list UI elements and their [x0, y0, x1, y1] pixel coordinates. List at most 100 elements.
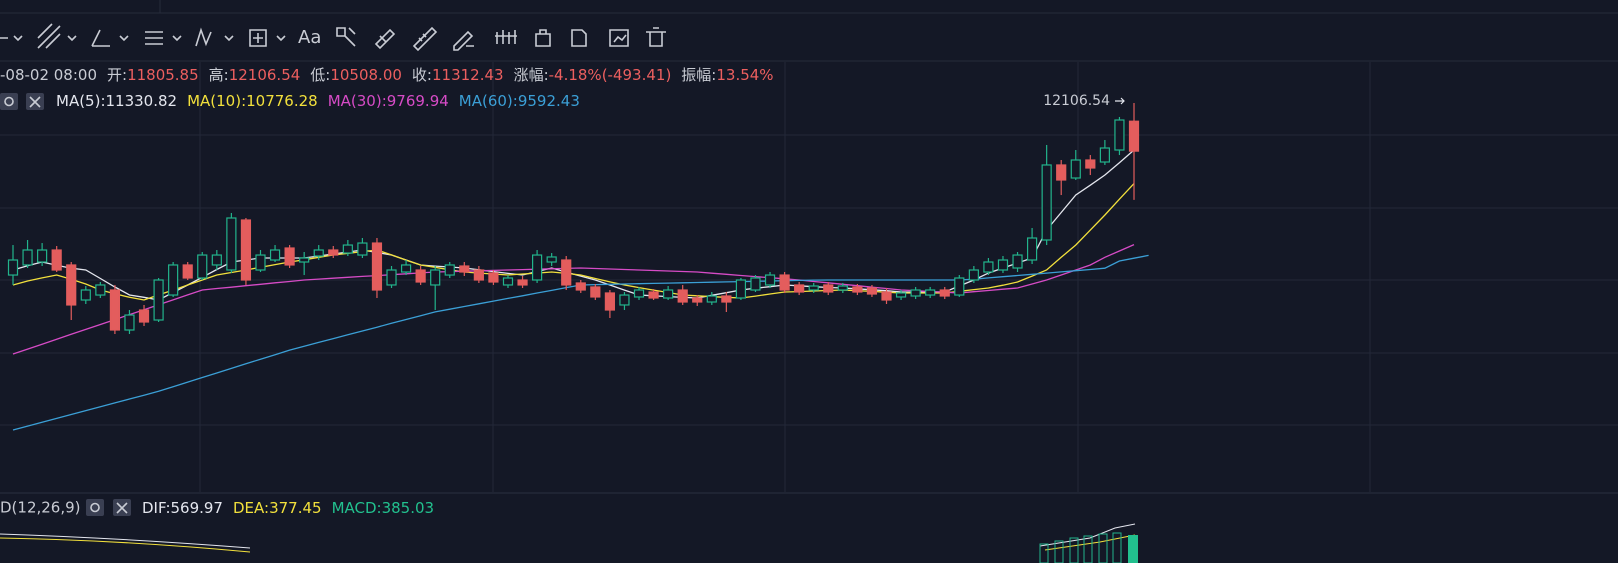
- candle-body: [1114, 119, 1125, 151]
- candle-body: [66, 264, 77, 306]
- candle-body: [284, 247, 295, 266]
- header-segment: 振幅:: [681, 66, 716, 84]
- tool-parallel[interactable]: [37, 23, 61, 49]
- candle-body: [415, 269, 426, 283]
- candle-body: [459, 265, 470, 273]
- candle-body: [299, 257, 310, 263]
- candle-body: [648, 291, 659, 299]
- tool-line[interactable]: [0, 35, 23, 42]
- candle-body: [444, 264, 455, 276]
- candle-body: [619, 294, 630, 306]
- candle-body: [881, 291, 892, 301]
- candle-body: [794, 284, 805, 293]
- tool-lock[interactable]: [535, 29, 551, 47]
- header-segment: 开:: [107, 66, 127, 84]
- candle-body: [1056, 164, 1067, 181]
- candle-body: [211, 254, 222, 266]
- dropdown[interactable]: [67, 35, 77, 42]
- ma-line: [12, 183, 1135, 301]
- legend-item: MA(10):10776.28: [187, 92, 318, 110]
- candle-body: [197, 254, 208, 279]
- candle-body: [240, 219, 252, 281]
- candle-body: [400, 264, 412, 273]
- candle-body: [1099, 147, 1110, 163]
- candle-body: [532, 254, 543, 281]
- candle-body: [692, 297, 703, 303]
- tool-chart[interactable]: [609, 29, 629, 47]
- toolbar: Aa: [0, 23, 666, 52]
- macd-label: DEA:377.45: [233, 499, 322, 517]
- candle-body: [997, 259, 1009, 271]
- candle-body: [473, 269, 484, 281]
- macd-lines: [0, 523, 1138, 563]
- candle-body: [852, 286, 863, 293]
- candle-body: [1070, 159, 1081, 179]
- candle-body: [313, 249, 324, 257]
- candle-body: [764, 274, 776, 286]
- tool-text[interactable]: Aa: [298, 27, 321, 48]
- candle-body: [561, 259, 572, 286]
- tool-doc[interactable]: [571, 29, 587, 47]
- candle-body: [357, 242, 368, 256]
- tool-wave[interactable]: [195, 27, 212, 47]
- candle-body: [124, 314, 135, 331]
- ohlc-header: -08-02 08:00 开:11805.85 高:12106.54 低:10508.…: [0, 66, 774, 84]
- legend-item: MA(60):9592.43: [459, 92, 580, 110]
- dropdown[interactable]: [172, 35, 182, 42]
- candle-body: [837, 285, 848, 291]
- tool-box[interactable]: [249, 29, 267, 47]
- tool-measure[interactable]: [336, 27, 356, 47]
- candle-body: [604, 292, 615, 311]
- legend-item: MA(30):9769.94: [328, 92, 449, 110]
- tool-eraser[interactable]: [374, 28, 396, 50]
- candle-body: [1128, 120, 1140, 152]
- candle-body: [750, 277, 761, 291]
- tool-ruler[interactable]: [412, 26, 438, 52]
- candle-body: [95, 284, 106, 296]
- candle-body: [342, 244, 353, 254]
- dropdown[interactable]: [276, 35, 286, 42]
- candle-body: [1026, 237, 1038, 261]
- candle-body: [866, 287, 878, 295]
- tool-brush[interactable]: [453, 30, 474, 51]
- candle-body: [1085, 159, 1096, 169]
- candle-body: [910, 289, 921, 297]
- tool-angle[interactable]: [91, 29, 110, 47]
- candle-body: [968, 269, 979, 281]
- dropdown[interactable]: [224, 35, 234, 42]
- tool-lines[interactable]: [145, 31, 163, 45]
- macd-label: MACD:385.03: [332, 499, 435, 517]
- ma-line: [12, 244, 1135, 355]
- candle-body: [1041, 164, 1052, 241]
- dropdown[interactable]: [119, 35, 129, 42]
- macd-title: D(12,26,9): [0, 499, 81, 517]
- candle-body: [502, 277, 514, 286]
- macd-controls: [86, 499, 131, 516]
- header-segment: 12106.54: [229, 66, 301, 84]
- candle-body: [663, 289, 674, 299]
- header-segment: -08-02 08:00: [0, 66, 97, 84]
- tool-delete[interactable]: [646, 27, 666, 47]
- candle-body: [80, 289, 91, 301]
- macd-legend: DIF:569.97 DEA:377.45 MACD:385.03: [142, 499, 434, 517]
- candle-body: [386, 269, 397, 286]
- header-segment: 13.54%: [716, 66, 773, 84]
- candle-body: [925, 289, 936, 296]
- header-segment: 10508.00: [330, 66, 402, 84]
- candle-body: [255, 254, 266, 271]
- candle-body: [954, 277, 965, 296]
- macd-label: DIF:569.97: [142, 499, 223, 517]
- ma-legend: MA(5):11330.82 MA(10):10776.28 MA(30):9769…: [56, 92, 580, 110]
- candle-body: [371, 242, 383, 291]
- candle-body: [823, 284, 834, 293]
- header-segment: 收:: [412, 66, 432, 84]
- candle-body: [808, 285, 819, 291]
- candle-body: [7, 259, 19, 276]
- candle-body: [546, 256, 557, 263]
- header-segment: 高:: [209, 66, 229, 84]
- tool-bars[interactable]: [495, 30, 517, 44]
- candle-body: [328, 249, 339, 256]
- candle-body: [677, 289, 688, 303]
- candle-body: [779, 274, 790, 291]
